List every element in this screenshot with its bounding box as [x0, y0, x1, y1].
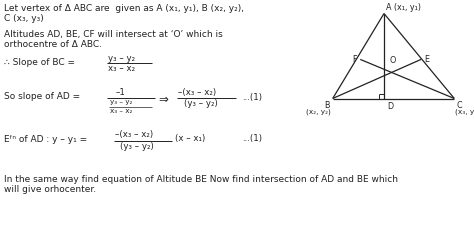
Text: B: B [324, 101, 330, 109]
Text: y₃ – y₂: y₃ – y₂ [110, 99, 132, 105]
Text: (y₃ – y₂): (y₃ – y₂) [184, 99, 218, 108]
Text: So slope of AD =: So slope of AD = [4, 92, 80, 101]
Text: will give orhocenter.: will give orhocenter. [4, 185, 96, 194]
Text: orthocentre of Δ ABC.: orthocentre of Δ ABC. [4, 40, 102, 49]
Text: D: D [387, 102, 393, 110]
Text: Let vertex of Δ ABC are  given as A (x₁, y₁), B (x₂, y₂),: Let vertex of Δ ABC are given as A (x₁, … [4, 4, 244, 13]
Text: ⇒: ⇒ [158, 93, 168, 106]
Text: C: C [456, 101, 462, 109]
Text: Altitudes AD, BE, CF will intersect at ‘O’ which is: Altitudes AD, BE, CF will intersect at ‘… [4, 30, 223, 39]
Text: Eᶠⁿ of AD : y – y₁ =: Eᶠⁿ of AD : y – y₁ = [4, 135, 87, 144]
Text: C (x₃, y₃): C (x₃, y₃) [4, 14, 44, 23]
Text: ...(1): ...(1) [242, 93, 262, 102]
Text: O: O [390, 56, 396, 65]
Text: A (x₁, y₁): A (x₁, y₁) [386, 2, 421, 11]
Text: (y₃ – y₂): (y₃ – y₂) [120, 142, 154, 151]
Text: (x – x₁): (x – x₁) [175, 134, 205, 143]
Text: F: F [353, 55, 357, 64]
Text: x₃ – x₂: x₃ – x₂ [110, 108, 132, 114]
Text: E: E [424, 55, 429, 64]
Text: –(x₃ – x₂): –(x₃ – x₂) [115, 130, 153, 139]
Text: y₃ – y₂: y₃ – y₂ [108, 54, 135, 63]
Text: (x₂, y₂): (x₂, y₂) [306, 109, 331, 115]
Text: x₃ – x₂: x₃ – x₂ [108, 64, 135, 73]
Text: ...(1): ...(1) [242, 134, 262, 143]
Text: –1: –1 [116, 88, 126, 97]
Text: In the same way find equation of Altitude BE Now find intersection of AD and BE : In the same way find equation of Altitud… [4, 175, 398, 184]
Text: –(x₃ – x₂): –(x₃ – x₂) [178, 88, 216, 97]
Text: (x₃, y₃): (x₃, y₃) [456, 109, 474, 115]
Text: ∴ Slope of BC =: ∴ Slope of BC = [4, 58, 75, 67]
